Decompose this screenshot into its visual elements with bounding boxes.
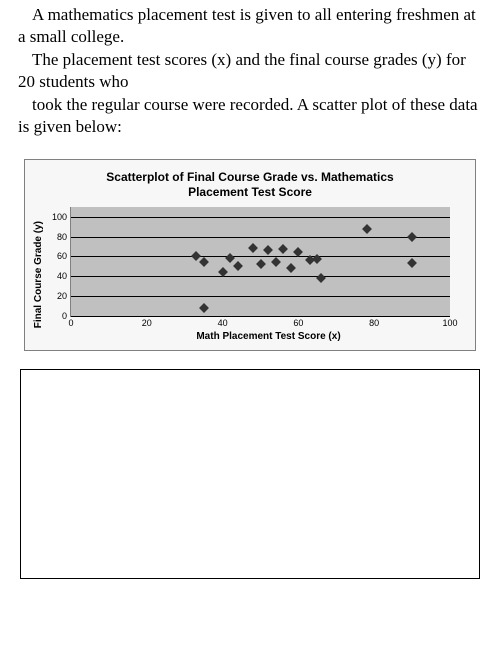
data-point <box>286 263 296 273</box>
data-point <box>199 303 209 313</box>
y-axis-label: Final Course Grade (y) <box>33 221 44 328</box>
data-point <box>263 245 273 255</box>
data-point <box>407 232 417 242</box>
scatter-plot-area: 020406080100020406080100 <box>70 207 450 317</box>
data-point <box>271 257 281 267</box>
gridline <box>71 296 450 297</box>
x-tick-label: 40 <box>218 316 228 328</box>
data-point <box>278 244 288 254</box>
data-point <box>316 273 326 283</box>
x-tick-label: 20 <box>142 316 152 328</box>
gridline <box>71 217 450 218</box>
data-point <box>248 243 258 253</box>
x-axis-label: Math Placement Test Score (x) <box>70 331 467 342</box>
y-tick-label: 100 <box>52 212 71 222</box>
y-tick-label: 80 <box>57 232 71 242</box>
y-tick-label: 60 <box>57 251 71 261</box>
answer-box <box>20 369 480 579</box>
prose-line-2: The placement test scores (x) and the fi… <box>18 49 482 94</box>
y-tick-label: 20 <box>57 291 71 301</box>
prose-line-3: took the regular course were recorded. A… <box>18 94 482 139</box>
data-point <box>199 257 209 267</box>
data-point <box>233 261 243 271</box>
data-point <box>362 224 372 234</box>
chart-title-line-1: Scatterplot of Final Course Grade vs. Ma… <box>106 170 393 184</box>
chart-title-line-2: Placement Test Score <box>188 185 312 199</box>
problem-statement: A mathematics placement test is given to… <box>18 4 482 139</box>
chart-title: Scatterplot of Final Course Grade vs. Ma… <box>33 170 467 201</box>
data-point <box>225 253 235 263</box>
x-tick-label: 100 <box>442 316 457 328</box>
x-tick-label: 80 <box>369 316 379 328</box>
gridline <box>71 316 450 317</box>
x-tick-label: 0 <box>68 316 73 328</box>
gridline <box>71 276 450 277</box>
data-point <box>407 258 417 268</box>
data-point <box>256 259 266 269</box>
x-tick-label: 60 <box>293 316 303 328</box>
gridline <box>71 237 450 238</box>
prose-line-1: A mathematics placement test is given to… <box>18 4 482 49</box>
y-tick-label: 40 <box>57 271 71 281</box>
gridline <box>71 256 450 257</box>
scatterplot-panel: Scatterplot of Final Course Grade vs. Ma… <box>24 159 476 351</box>
